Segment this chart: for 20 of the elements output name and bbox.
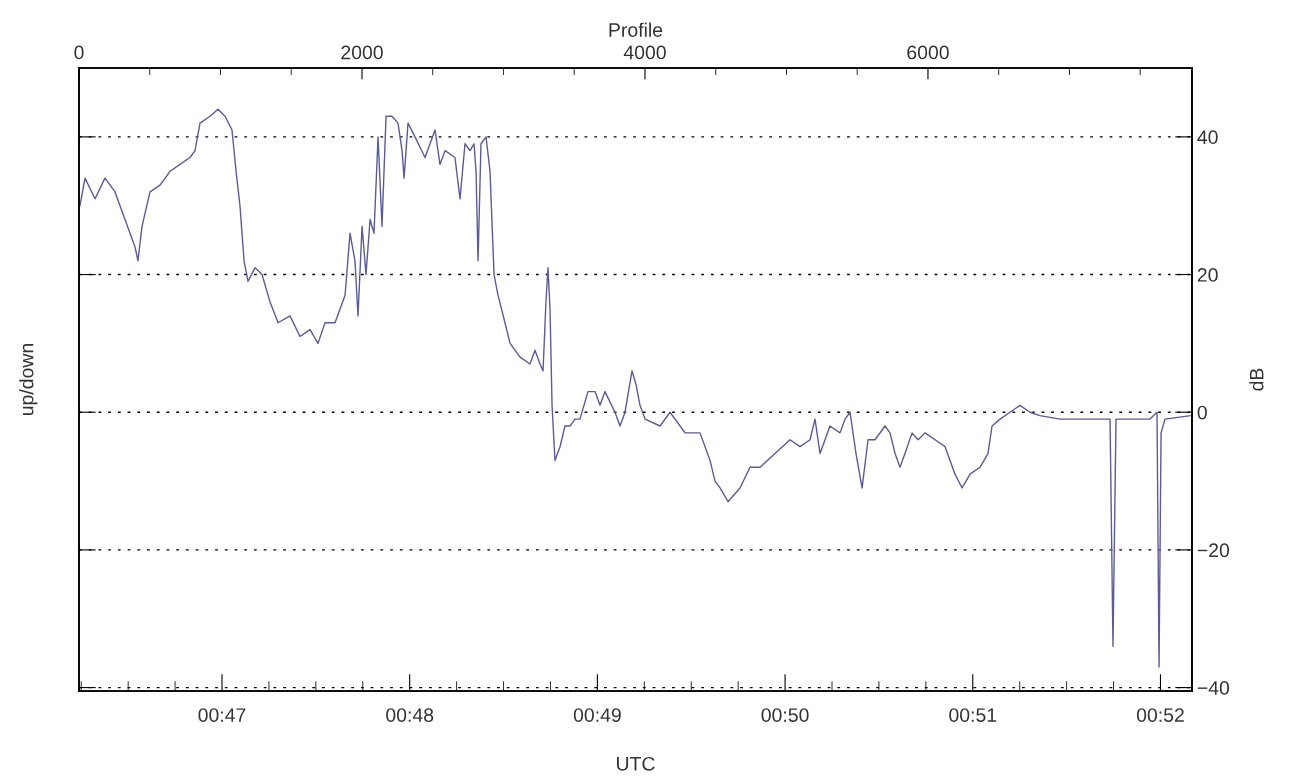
- x-tick-label: 00:50: [761, 708, 809, 722]
- y2-tick-label: 40: [1197, 130, 1218, 145]
- y2-axis-title: dB: [1249, 368, 1264, 391]
- x2-tick-label: 2000: [341, 45, 383, 60]
- x-tick-label: 00:48: [386, 708, 434, 722]
- y2-tick-label: −40: [1197, 681, 1230, 695]
- x-axis-title: UTC: [617, 756, 655, 771]
- x-tick-label: 00:47: [198, 708, 246, 722]
- x-tick-label: 00:52: [1136, 708, 1184, 722]
- y2-tick-label: 0: [1197, 405, 1207, 420]
- y2-tick-label: 20: [1197, 268, 1218, 282]
- x-tick-label: 00:51: [949, 708, 997, 722]
- x2-tick-label: 6000: [907, 45, 949, 60]
- line-series: [79, 108, 1191, 668]
- x2-axis-title: Profile: [609, 22, 663, 37]
- x2-tick-label: 4000: [623, 45, 666, 60]
- x2-tick-label: 0: [74, 45, 84, 60]
- y2-tick-label: −20: [1197, 543, 1230, 558]
- y-axis-title: up/down: [19, 344, 38, 416]
- x-tick-label: 00:49: [573, 708, 621, 722]
